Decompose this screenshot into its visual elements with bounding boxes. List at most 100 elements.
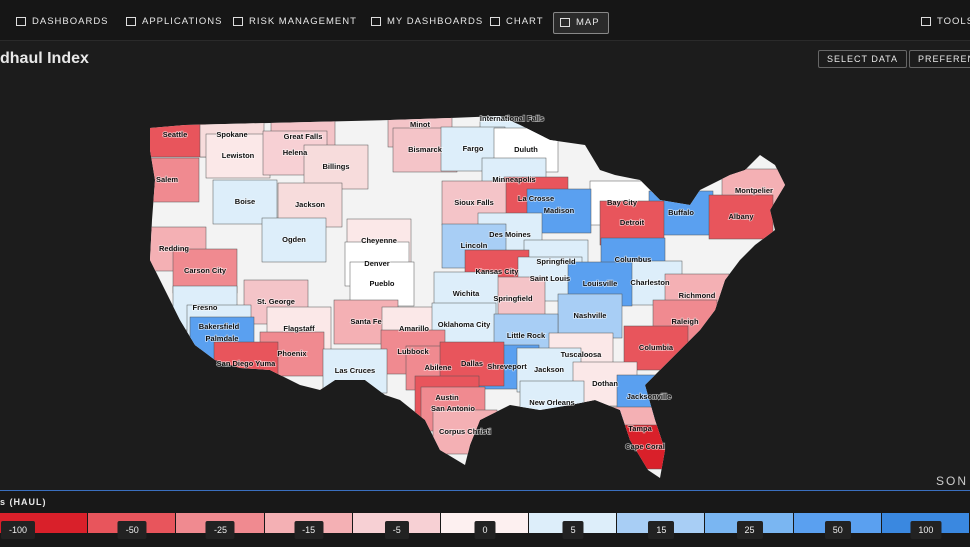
- city-label: Columbia: [639, 343, 674, 352]
- city-label: Louisville: [583, 279, 618, 288]
- city-label: Jackson: [295, 200, 325, 209]
- city-label: Santa Fe: [350, 317, 381, 326]
- city-label: Richmond: [679, 291, 716, 300]
- select-data-button[interactable]: SELECT DATA: [818, 50, 908, 68]
- legend-label: 0: [474, 521, 496, 539]
- region: [557, 293, 623, 339]
- legend-label: -15: [294, 521, 324, 539]
- city-label: San Antonio: [431, 404, 475, 413]
- city-label: Springfield: [493, 294, 533, 303]
- legend-label: 100: [910, 521, 942, 539]
- city-label: Buffalo: [668, 208, 694, 217]
- region: [708, 194, 774, 240]
- city-label: Sioux Falls: [454, 198, 494, 207]
- city-label: Montpelier: [735, 186, 773, 195]
- city-label: Seattle: [163, 130, 188, 139]
- city-label: Columbus: [615, 255, 652, 264]
- map: Seattle Spokane Great Falls Minot Internatio…: [150, 113, 785, 478]
- city-label: Saint Louis: [530, 274, 570, 283]
- city-label: Raleigh: [671, 317, 699, 326]
- region: [261, 217, 327, 263]
- city-label: Oklahoma City: [438, 320, 491, 329]
- region: [150, 157, 200, 203]
- legend-panel: s (HAUL) -100 -50 -25 -15 -5 0 5 15 25 50 100: [0, 490, 970, 547]
- nav-item[interactable]: MAP: [553, 12, 609, 34]
- city-label: La Crosse: [518, 194, 554, 203]
- city-label: Tuscaloosa: [561, 350, 603, 359]
- legend-title: s (HAUL): [0, 497, 47, 507]
- city-label: San Diego Yuma: [217, 359, 276, 368]
- city-label: Des Moines: [489, 230, 531, 239]
- city-label: Cheyenne: [361, 236, 397, 245]
- city-label: Springfield: [536, 257, 576, 266]
- city-label: Shreveport: [487, 362, 527, 371]
- nav-item[interactable]: RISK MANAGEMENT: [227, 12, 365, 32]
- city-label: Detroit: [620, 218, 645, 227]
- legend-label: -50: [117, 521, 147, 539]
- city-label: Jacksonville: [627, 392, 672, 401]
- city-label: Charleston: [630, 278, 670, 287]
- city-label: Pueblo: [369, 279, 394, 288]
- city-label: Helena: [283, 148, 308, 157]
- city-label: Abilene: [424, 363, 451, 372]
- city-label: Little Rock: [507, 331, 546, 340]
- region: [599, 200, 665, 246]
- city-label: Minneapolis: [492, 175, 535, 184]
- city-label: Duluth: [514, 145, 538, 154]
- legend-label: 50: [824, 521, 851, 539]
- city-label: Amarillo: [399, 324, 429, 333]
- city-label: Carson City: [184, 266, 227, 275]
- region: [172, 248, 238, 294]
- legend-label: 15: [648, 521, 675, 539]
- nav-item[interactable]: MY DASHBOARDS: [365, 12, 491, 32]
- region: [349, 261, 415, 307]
- city-label: Cape Coral: [625, 442, 665, 451]
- city-label: Dallas: [461, 359, 483, 368]
- city-label: Austin: [435, 393, 459, 402]
- city-label: International Falls: [480, 114, 544, 123]
- city-label: Billings: [322, 162, 349, 171]
- city-label: St. George: [257, 297, 295, 306]
- nav-item[interactable]: CHART: [484, 12, 552, 32]
- city-labels: Seattle Spokane Great Falls Minot Internatio…: [155, 113, 774, 452]
- city-label: Nashville: [574, 311, 607, 320]
- city-label: Great Falls: [284, 132, 323, 141]
- legend-label: -5: [384, 521, 409, 539]
- city-label: Bay City: [607, 198, 638, 207]
- legend-label: 5: [562, 521, 584, 539]
- page-title: dhaul Index: [0, 50, 89, 67]
- city-label: Ogden: [282, 235, 306, 244]
- city-label: Lewiston: [222, 151, 255, 160]
- city-label: Boise: [235, 197, 255, 206]
- city-label: Tampa: [628, 424, 652, 433]
- legend-label: -25: [205, 521, 235, 539]
- region: [212, 179, 278, 225]
- city-label: Las Cruces: [335, 366, 375, 375]
- city-label: Bismarck: [408, 145, 443, 154]
- city-label: Fresno: [192, 303, 217, 312]
- city-label: Lubbock: [397, 347, 429, 356]
- city-label: Bakersfield: [199, 322, 240, 331]
- city-label: New Orleans: [529, 398, 574, 407]
- preferences-button[interactable]: PREFERENC: [909, 50, 970, 68]
- nav-item[interactable]: APPLICATIONS: [120, 12, 230, 32]
- city-label: Corpus Christi: [439, 427, 491, 436]
- nav-item[interactable]: DASHBOARDS: [10, 12, 117, 32]
- city-label: Spokane: [216, 130, 247, 139]
- city-label: Redding: [159, 244, 189, 253]
- nav-tools[interactable]: TOOLS: [915, 12, 970, 32]
- city-label: Wichita: [453, 289, 480, 298]
- city-label: Denver: [364, 259, 390, 268]
- city-label: Phoenix: [277, 349, 307, 358]
- legend-label: 25: [736, 521, 763, 539]
- legend-label: -100: [0, 521, 36, 539]
- city-label: Dothan: [592, 379, 618, 388]
- city-label: Palmdale: [206, 334, 239, 343]
- city-label: Kansas City: [476, 267, 520, 276]
- city-label: Jackson: [534, 365, 564, 374]
- city-label: Madison: [544, 206, 575, 215]
- city-label: Salem: [156, 175, 178, 184]
- city-label: Flagstaff: [283, 324, 315, 333]
